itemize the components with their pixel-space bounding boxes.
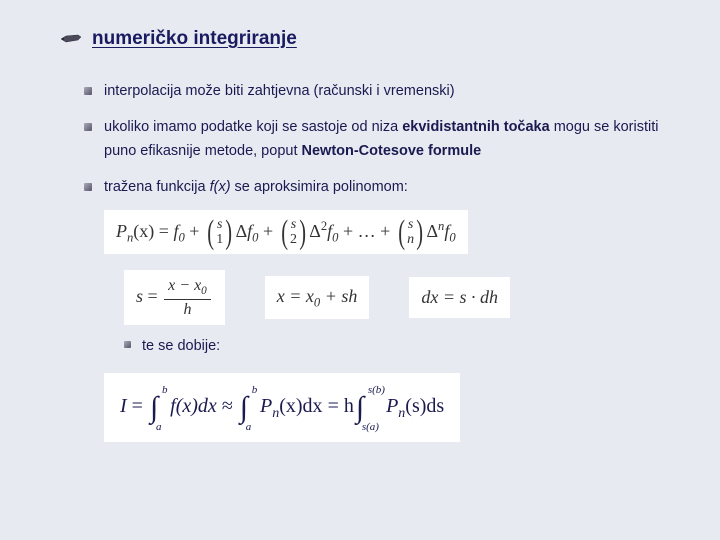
pn-plus2: + [258,221,277,241]
formula-row: s = x − x0 h x = x0 + sh dx = s · dh [124,270,680,325]
pn-d2-pre: Δ [309,221,321,241]
pn-bn-top: s [407,218,414,233]
pen-icon [60,32,82,46]
int-eq: = [127,395,148,417]
formula-x: x = x0 + sh [265,276,370,319]
sub-bullet-1: te se dobije: [124,335,680,359]
bullet-3-post: se aproksimira polinomom: [231,179,408,195]
pn-bn-bot: n [407,233,414,248]
pn-dn-pre: Δ [426,221,438,241]
s-num: x − x [168,277,201,294]
bullet-3-pre: tražena funkcija [104,179,210,195]
pn-plus1: + [185,221,204,241]
sub-bullet-1-text: te se dobije: [142,338,220,354]
slide-title: numeričko integriranje [92,28,297,50]
bullet-list: interpolacija može biti zahtjevna (račun… [84,80,680,442]
sub-list: te se dobije: [124,335,680,359]
bullet-2: ukoliko imamo podatke koji se sastoje od… [84,116,680,164]
int-pn-arg: (x)dx [279,395,322,417]
int-hi2: b [252,381,258,399]
bullet-3-fx: f(x) [210,179,231,195]
formula-dx: dx = s · dh [409,277,510,319]
int-hi3: s(b) [368,381,385,399]
s-num-sub: 0 [201,285,207,297]
int-pn: P [260,395,272,417]
int-eq2: = h [323,395,354,417]
title-row: numeričko integriranje [60,28,680,50]
x-pre: x = x [277,286,314,306]
pn-lhs-arg: (x) [133,221,154,241]
x-post: + sh [320,286,357,306]
int-I: I [120,395,127,417]
bullet-3: tražena funkcija f(x) se aproksimira pol… [84,176,680,443]
pn-dots: + … + [338,221,394,241]
slide: numeričko integriranje interpolacija mož… [0,0,720,540]
int-fx: f(x)dx [170,395,217,417]
int-hi1: b [162,381,168,399]
pn-b2-bot: 2 [290,233,297,248]
pn-dn-sub: 0 [449,230,455,244]
pn-b2-top: s [290,218,297,233]
dx-text: dx = s · dh [421,287,498,307]
bullet-2-bold2: Newton-Cotesove formule [302,143,482,159]
int-lo3: s(a) [362,418,379,436]
bullet-2-bold1: ekvidistantnih točaka [402,119,549,135]
bullet-1: interpolacija može biti zahtjevna (račun… [84,80,680,104]
s-eq: = [143,286,162,306]
s-lhs: s [136,286,143,306]
pn-eq: = [154,221,173,241]
s-den: h [164,300,211,319]
pn-d1-pre: Δ [236,221,248,241]
pn-b1-bot: 1 [216,233,223,248]
int-lo1: a [156,418,162,436]
formula-pn: Pn(x) = f0 + (s1)Δf0 + (s2)Δ2f0 + … + (s… [104,210,468,254]
int-pn2: P [386,395,398,417]
bullet-1-text: interpolacija može biti zahtjevna (račun… [104,83,455,99]
pn-lhs: P [116,221,127,241]
int-pn2-arg: (s)ds [405,395,444,417]
bullet-2-pre: ukoliko imamo podatke koji se sastoje od… [104,119,402,135]
int-lo2: a [246,418,252,436]
formula-s: s = x − x0 h [124,270,225,325]
int-approx: ≈ [217,395,238,417]
pn-b1-top: s [216,218,223,233]
formula-integral: I = ∫ab f(x)dx ≈ ∫ab Pn(x)dx = h∫s(a)s(b… [104,373,460,443]
